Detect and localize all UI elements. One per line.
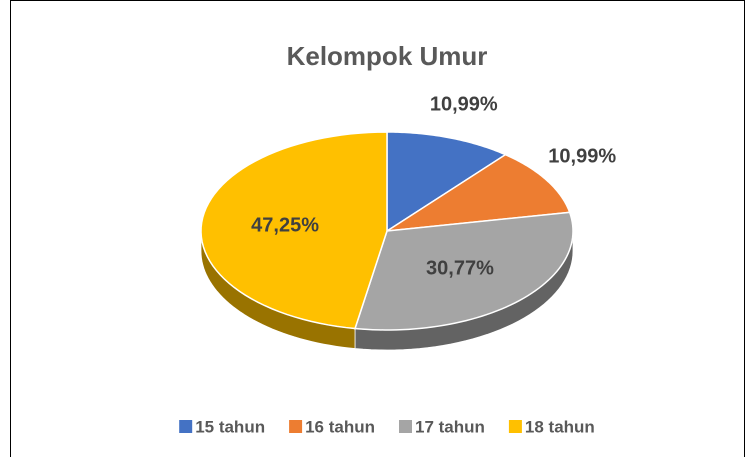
legend-swatch (289, 420, 302, 433)
data-label: 10,99% (548, 146, 616, 168)
legend-label: 18 tahun (525, 417, 595, 436)
legend-label: 16 tahun (305, 417, 375, 436)
legend-swatch (179, 420, 192, 433)
data-label: 47,25% (251, 215, 319, 237)
legend-label: 15 tahun (195, 417, 265, 436)
legend-swatch (509, 420, 522, 433)
legend-swatch (399, 420, 412, 433)
chart: Kelompok Umur 10,99% 10,99% 30,77% 47,25% 15… (0, 0, 755, 457)
chart-title: Kelompok Umur (287, 41, 488, 71)
data-label: 10,99% (430, 94, 498, 116)
data-label: 30,77% (426, 257, 494, 279)
legend-label: 17 tahun (415, 417, 485, 436)
